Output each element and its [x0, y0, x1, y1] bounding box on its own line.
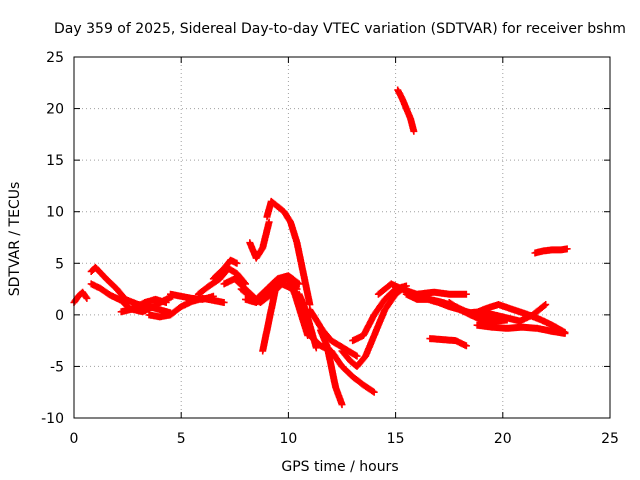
series-trace-28 — [426, 335, 470, 350]
data-markers — [284, 275, 312, 339]
axis-ticks: 0 5 10 15 20 25 -10 -5 0 5 10 15 20 25 — [41, 50, 619, 447]
series-trace-29 — [394, 86, 418, 135]
x-axis-title: GPS time / hours — [281, 459, 398, 475]
y-tick-label: -10 — [41, 411, 64, 427]
series-trace-30 — [531, 245, 571, 257]
data-markers — [467, 301, 569, 336]
x-tick-label: 20 — [494, 431, 512, 447]
series-trace-12 — [259, 285, 280, 355]
series-trace-04 — [117, 295, 170, 316]
series-trace-08 — [209, 256, 241, 283]
series-trace-19 — [306, 332, 378, 396]
y-tick-label: 25 — [46, 50, 64, 66]
data-markers — [246, 218, 273, 262]
data-markers — [531, 245, 571, 257]
data-markers — [338, 285, 406, 370]
y-tick-label: 10 — [46, 205, 64, 221]
x-tick-label: 5 — [177, 431, 186, 447]
data-markers — [306, 332, 378, 396]
x-tick-label: 25 — [601, 431, 619, 447]
data-markers — [259, 285, 280, 355]
series-trace-07 — [194, 264, 250, 298]
series-trace-14 — [263, 197, 314, 309]
data-points — [70, 86, 571, 409]
data-markers — [194, 264, 250, 298]
y-tick-label: 20 — [46, 102, 64, 118]
plot-frame — [73, 56, 611, 419]
series-trace-22 — [374, 280, 470, 298]
y-tick-label: 15 — [46, 153, 64, 169]
series-trace-20 — [338, 285, 406, 370]
x-tick-label: 0 — [70, 431, 79, 447]
series-trace-26 — [467, 301, 569, 336]
x-tick-label: 10 — [279, 431, 297, 447]
y-tick-label: -5 — [50, 359, 64, 375]
data-markers — [167, 290, 217, 303]
data-markers — [263, 197, 314, 309]
data-markers — [209, 256, 241, 283]
data-markers — [394, 86, 418, 135]
data-markers — [473, 321, 569, 337]
x-tick-label: 15 — [387, 431, 405, 447]
y-tick-label: 0 — [55, 308, 64, 324]
data-markers — [426, 335, 470, 350]
y-tick-label: 5 — [55, 256, 64, 272]
data-markers — [374, 280, 470, 298]
y-axis-title: SDTVAR / TECUs — [7, 182, 23, 297]
series-trace-27 — [473, 321, 569, 337]
series-trace-15 — [284, 275, 312, 339]
series-trace-13 — [246, 218, 273, 262]
series-trace-06 — [167, 290, 217, 303]
chart-title: Day 359 of 2025, Sidereal Day-to-day VTE… — [54, 21, 626, 37]
data-markers — [117, 295, 170, 316]
